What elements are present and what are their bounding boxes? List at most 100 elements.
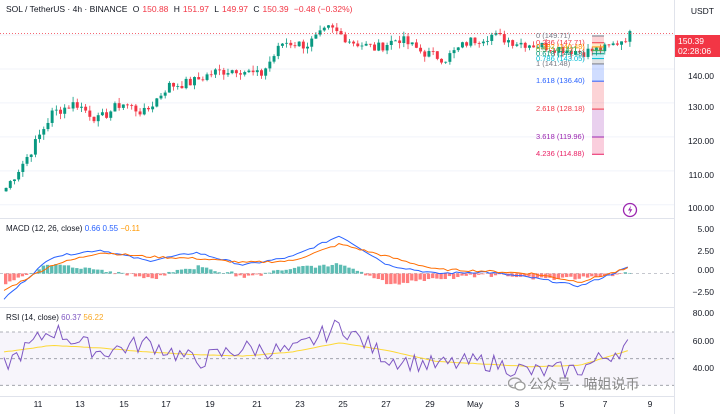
- macd-histogram-bar: [389, 273, 393, 285]
- macd-histogram-bar: [276, 269, 280, 274]
- macd-histogram-bar: [271, 270, 276, 274]
- candle: [389, 35, 393, 50]
- candle: [373, 42, 376, 51]
- fib-zone: [592, 58, 604, 64]
- candle: [50, 107, 54, 127]
- macd-title: MACD (12, 26, close): [6, 224, 83, 233]
- macd-histogram-bar: [267, 272, 272, 274]
- macd-histogram-bar: [96, 269, 100, 274]
- candle: [79, 102, 83, 113]
- macd-histogram-bar: [62, 265, 66, 274]
- macd-histogram-bar: [117, 271, 121, 274]
- candle: [193, 76, 196, 90]
- symbol-name[interactable]: SOL / TetherUS · 4h · BINANCE: [6, 4, 128, 14]
- rsi-chart[interactable]: [0, 308, 674, 396]
- macd-histogram-bar: [8, 273, 12, 282]
- macd-histogram-bar: [184, 268, 188, 274]
- candle: [569, 45, 573, 59]
- macd-histogram-bar: [594, 273, 598, 277]
- candle: [42, 126, 46, 140]
- macd-histogram-bar: [301, 265, 305, 274]
- signal-line: [3, 243, 629, 291]
- candle: [498, 28, 502, 36]
- fib-level-label: 4.236 (114.88): [536, 149, 585, 159]
- low-label: L: [214, 4, 220, 14]
- macd-histogram-bar: [569, 273, 573, 277]
- price-tick: 120.00: [688, 136, 714, 146]
- macd-histogram-bar: [590, 273, 594, 277]
- candle: [289, 40, 293, 49]
- macd-histogram-bar: [217, 272, 221, 274]
- macd-histogram-bar: [498, 273, 502, 275]
- macd-histogram-bar: [238, 273, 242, 276]
- macd-histogram-bar: [322, 264, 326, 274]
- candle: [113, 101, 117, 112]
- rsi-legend[interactable]: RSI (14, close) 60.37 56.22: [6, 313, 103, 322]
- pane-divider[interactable]: [0, 307, 674, 308]
- macd-histogram-bar: [70, 267, 75, 274]
- macd-histogram-bar: [443, 273, 447, 280]
- candle: [46, 118, 50, 132]
- rsi-title: RSI (14, close): [6, 313, 59, 322]
- candle: [243, 70, 247, 77]
- macd-histogram-bar: [615, 273, 619, 275]
- macd-histogram-bar: [318, 265, 322, 274]
- macd-histogram-bar: [351, 268, 355, 274]
- candle: [574, 45, 577, 56]
- rsi-tick: 60.00: [692, 336, 714, 346]
- time-tick: 21: [252, 399, 262, 409]
- macd-chart[interactable]: [0, 219, 674, 307]
- macd-histogram-bar: [45, 264, 50, 274]
- macd-histogram-bar: [171, 272, 175, 274]
- macd-legend[interactable]: MACD (12, 26, close) 0.66 0.55 −0.11: [6, 224, 140, 233]
- candle: [314, 32, 318, 40]
- candle: [360, 42, 364, 50]
- candle: [410, 42, 414, 46]
- macd-histogram-bar: [179, 269, 184, 274]
- price-chart[interactable]: [0, 0, 674, 218]
- time-tick: 15: [119, 399, 129, 409]
- candle: [92, 116, 96, 124]
- candle: [117, 97, 121, 111]
- candle: [247, 68, 251, 73]
- macd-tick: 5.00: [697, 224, 714, 234]
- macd-histogram-bar: [196, 265, 200, 274]
- candle: [264, 67, 268, 80]
- lightning-icon[interactable]: [622, 202, 638, 218]
- price-tick: 110.00: [688, 170, 714, 180]
- macd-histogram-bar: [225, 272, 230, 274]
- macd-histogram-bar: [230, 271, 234, 274]
- candle: [272, 54, 276, 64]
- candle: [507, 37, 510, 48]
- macd-histogram-bar: [12, 273, 16, 281]
- candle: [477, 41, 481, 48]
- price-tick: 100.00: [688, 203, 714, 213]
- price-axis[interactable]: [674, 0, 720, 414]
- candle: [21, 160, 25, 177]
- macd-histogram-bar: [611, 273, 615, 277]
- candle: [419, 44, 423, 54]
- macd-histogram-bar: [405, 273, 410, 284]
- macd-histogram-bar: [175, 269, 180, 274]
- macd-histogram-bar: [297, 266, 301, 274]
- fib-level-label: 2.618 (128.18): [536, 104, 585, 114]
- time-tick: 17: [161, 399, 171, 409]
- candle: [460, 41, 464, 49]
- candle: [444, 61, 448, 64]
- candle: [486, 36, 490, 46]
- candle: [172, 82, 176, 91]
- macd-histogram-bar: [108, 271, 113, 274]
- macd-histogram-bar: [347, 267, 351, 274]
- macd-histogram-bar: [456, 273, 460, 278]
- candle: [226, 68, 230, 77]
- time-tick: 13: [75, 399, 85, 409]
- currency-label: USDT: [690, 6, 714, 16]
- macd-histogram-bar: [364, 273, 368, 276]
- time-tick: 3: [514, 399, 520, 409]
- macd-histogram-bar: [163, 273, 167, 276]
- macd-histogram-bar: [627, 272, 632, 274]
- macd-histogram-bar: [481, 273, 485, 275]
- pane-divider[interactable]: [0, 218, 674, 219]
- macd-histogram-bar: [75, 268, 79, 274]
